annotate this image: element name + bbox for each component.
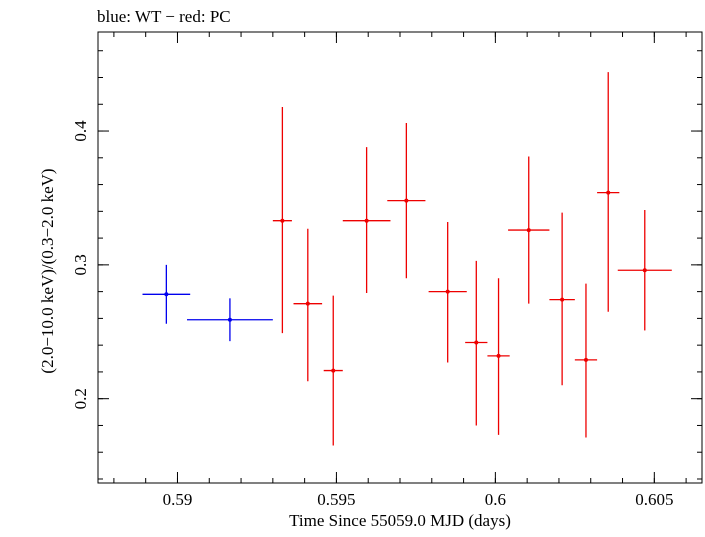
point-marker — [305, 301, 310, 306]
y-tick-label: 0.2 — [71, 388, 90, 409]
series-wt — [142, 264, 273, 342]
data-point — [323, 295, 343, 446]
point-marker — [560, 297, 565, 302]
data-point — [617, 209, 672, 331]
x-tick-label: 0.605 — [635, 490, 673, 509]
axes-layer: 0.59 0.595 0.6 0.605 0.2 0.3 0.4 — [71, 31, 703, 509]
point-marker — [280, 218, 285, 223]
data-point — [428, 222, 467, 363]
point-marker — [164, 292, 169, 297]
point-marker — [331, 368, 336, 373]
point-marker — [606, 190, 611, 195]
data-point — [487, 278, 510, 435]
data-point — [293, 228, 323, 382]
data-point — [142, 264, 191, 324]
data-point — [187, 298, 273, 342]
point-marker — [227, 317, 232, 322]
x-tick-label: 0.59 — [163, 490, 193, 509]
point-marker — [642, 268, 647, 273]
data-point — [465, 260, 488, 426]
x-tick-label: 0.595 — [317, 490, 355, 509]
y-tick-label: 0.4 — [71, 120, 90, 142]
x-tick-label: 0.6 — [485, 490, 506, 509]
data-point — [387, 123, 426, 279]
point-marker — [526, 228, 531, 233]
x-axis-label: Time Since 55059.0 MJD (days) — [289, 511, 511, 530]
series-pc — [272, 72, 672, 446]
point-marker — [496, 353, 501, 358]
data-point — [597, 72, 620, 312]
y-tick-label: 0.3 — [71, 254, 90, 275]
data-point — [549, 212, 575, 386]
point-marker — [364, 218, 369, 223]
chart-title: blue: WT − red: PC — [97, 7, 231, 26]
data-point — [272, 106, 292, 334]
point-marker — [474, 340, 479, 345]
point-marker — [404, 198, 409, 203]
plot-frame — [97, 31, 703, 484]
data-point — [574, 283, 598, 438]
data-point — [508, 156, 550, 304]
data-layer — [142, 72, 672, 446]
point-marker — [445, 289, 450, 294]
y-axis-label: (2.0−10.0 keV)/(0.3−2.0 keV) — [38, 168, 57, 373]
point-marker — [583, 357, 588, 362]
data-point — [342, 147, 391, 293]
